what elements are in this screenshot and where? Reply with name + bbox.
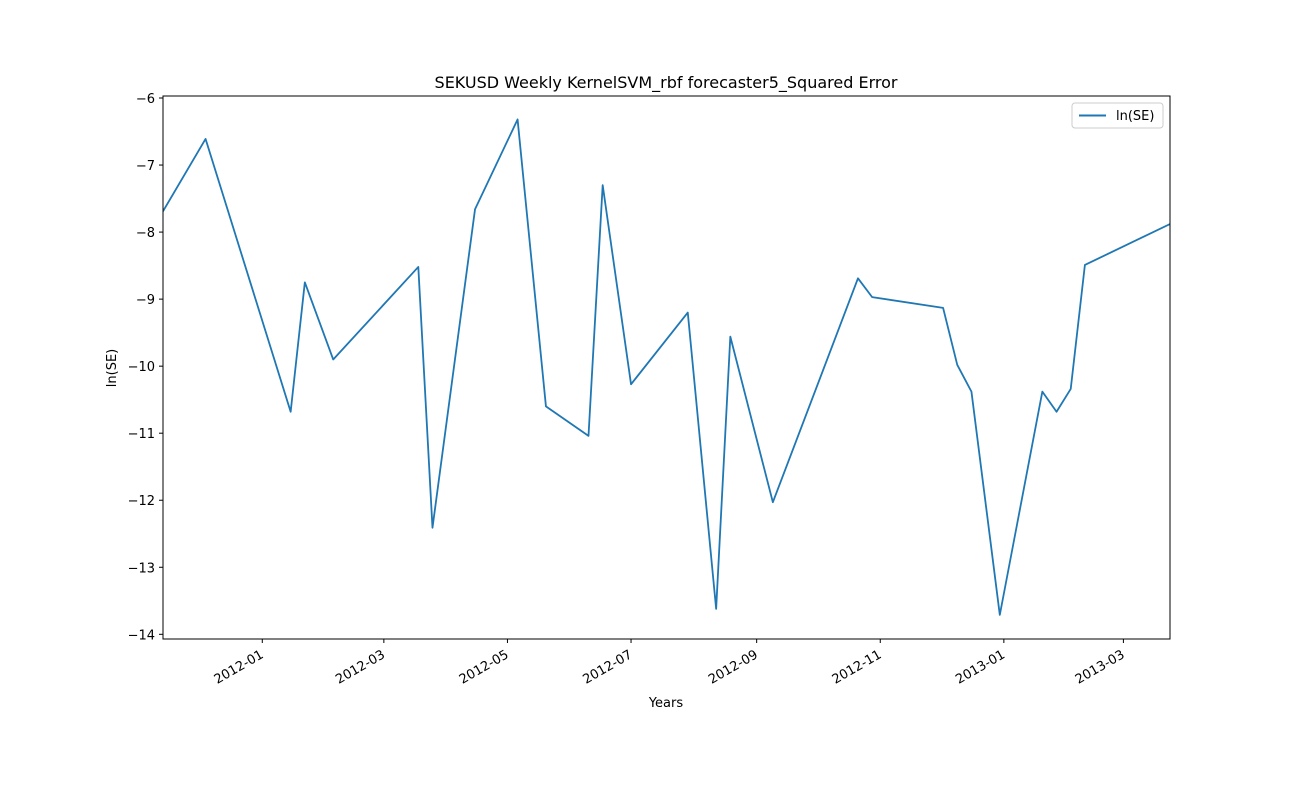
x-axis-label: Years [648,696,684,711]
data-point [204,138,206,140]
data-point [630,383,632,385]
data-point [304,281,306,283]
data-point [857,277,859,279]
data-point [999,614,1001,616]
data-point [587,435,589,437]
data-point [970,390,972,392]
data-point [601,184,603,186]
data-point [431,527,433,529]
plot-area [162,95,1171,640]
legend-label: ln(SE) [1116,109,1154,124]
y-tick-label: −11 [128,427,155,442]
data-point [956,364,958,366]
data-point [516,118,518,120]
data-point [772,501,774,503]
series-layer [163,118,1170,616]
data-point [417,266,419,268]
data-point [545,405,547,407]
data-point [1055,411,1057,413]
data-point [474,208,476,210]
data-point [1041,390,1043,392]
y-tick-label: −13 [128,561,155,576]
data-point [1070,388,1072,390]
y-tick-label: −12 [128,494,155,509]
series-line [163,118,1170,616]
legend: ln(SE) [1071,102,1164,129]
data-point [332,358,334,360]
y-axis: −6 −7 −8 −9 −10 −11 −12 −13 −14 [128,92,163,643]
data-point [715,608,717,610]
data-point [942,307,944,309]
data-point [729,335,731,337]
y-tick-label: −7 [136,159,155,174]
data-point [1084,264,1086,266]
y-tick-label: −10 [128,360,155,375]
y-tick-label: −14 [128,628,155,643]
data-point [687,311,689,313]
chart-title: SEKUSD Weekly KernelSVM_rbf forecaster5_… [435,73,898,93]
plot-frame [162,95,1171,640]
y-tick-label: −8 [136,226,155,241]
y-tick-label: −9 [136,293,155,308]
data-point [871,296,873,298]
data-point [289,411,291,413]
y-axis-label: ln(SE) [105,349,120,387]
y-tick-label: −6 [136,92,155,107]
legend-box [1071,102,1164,129]
